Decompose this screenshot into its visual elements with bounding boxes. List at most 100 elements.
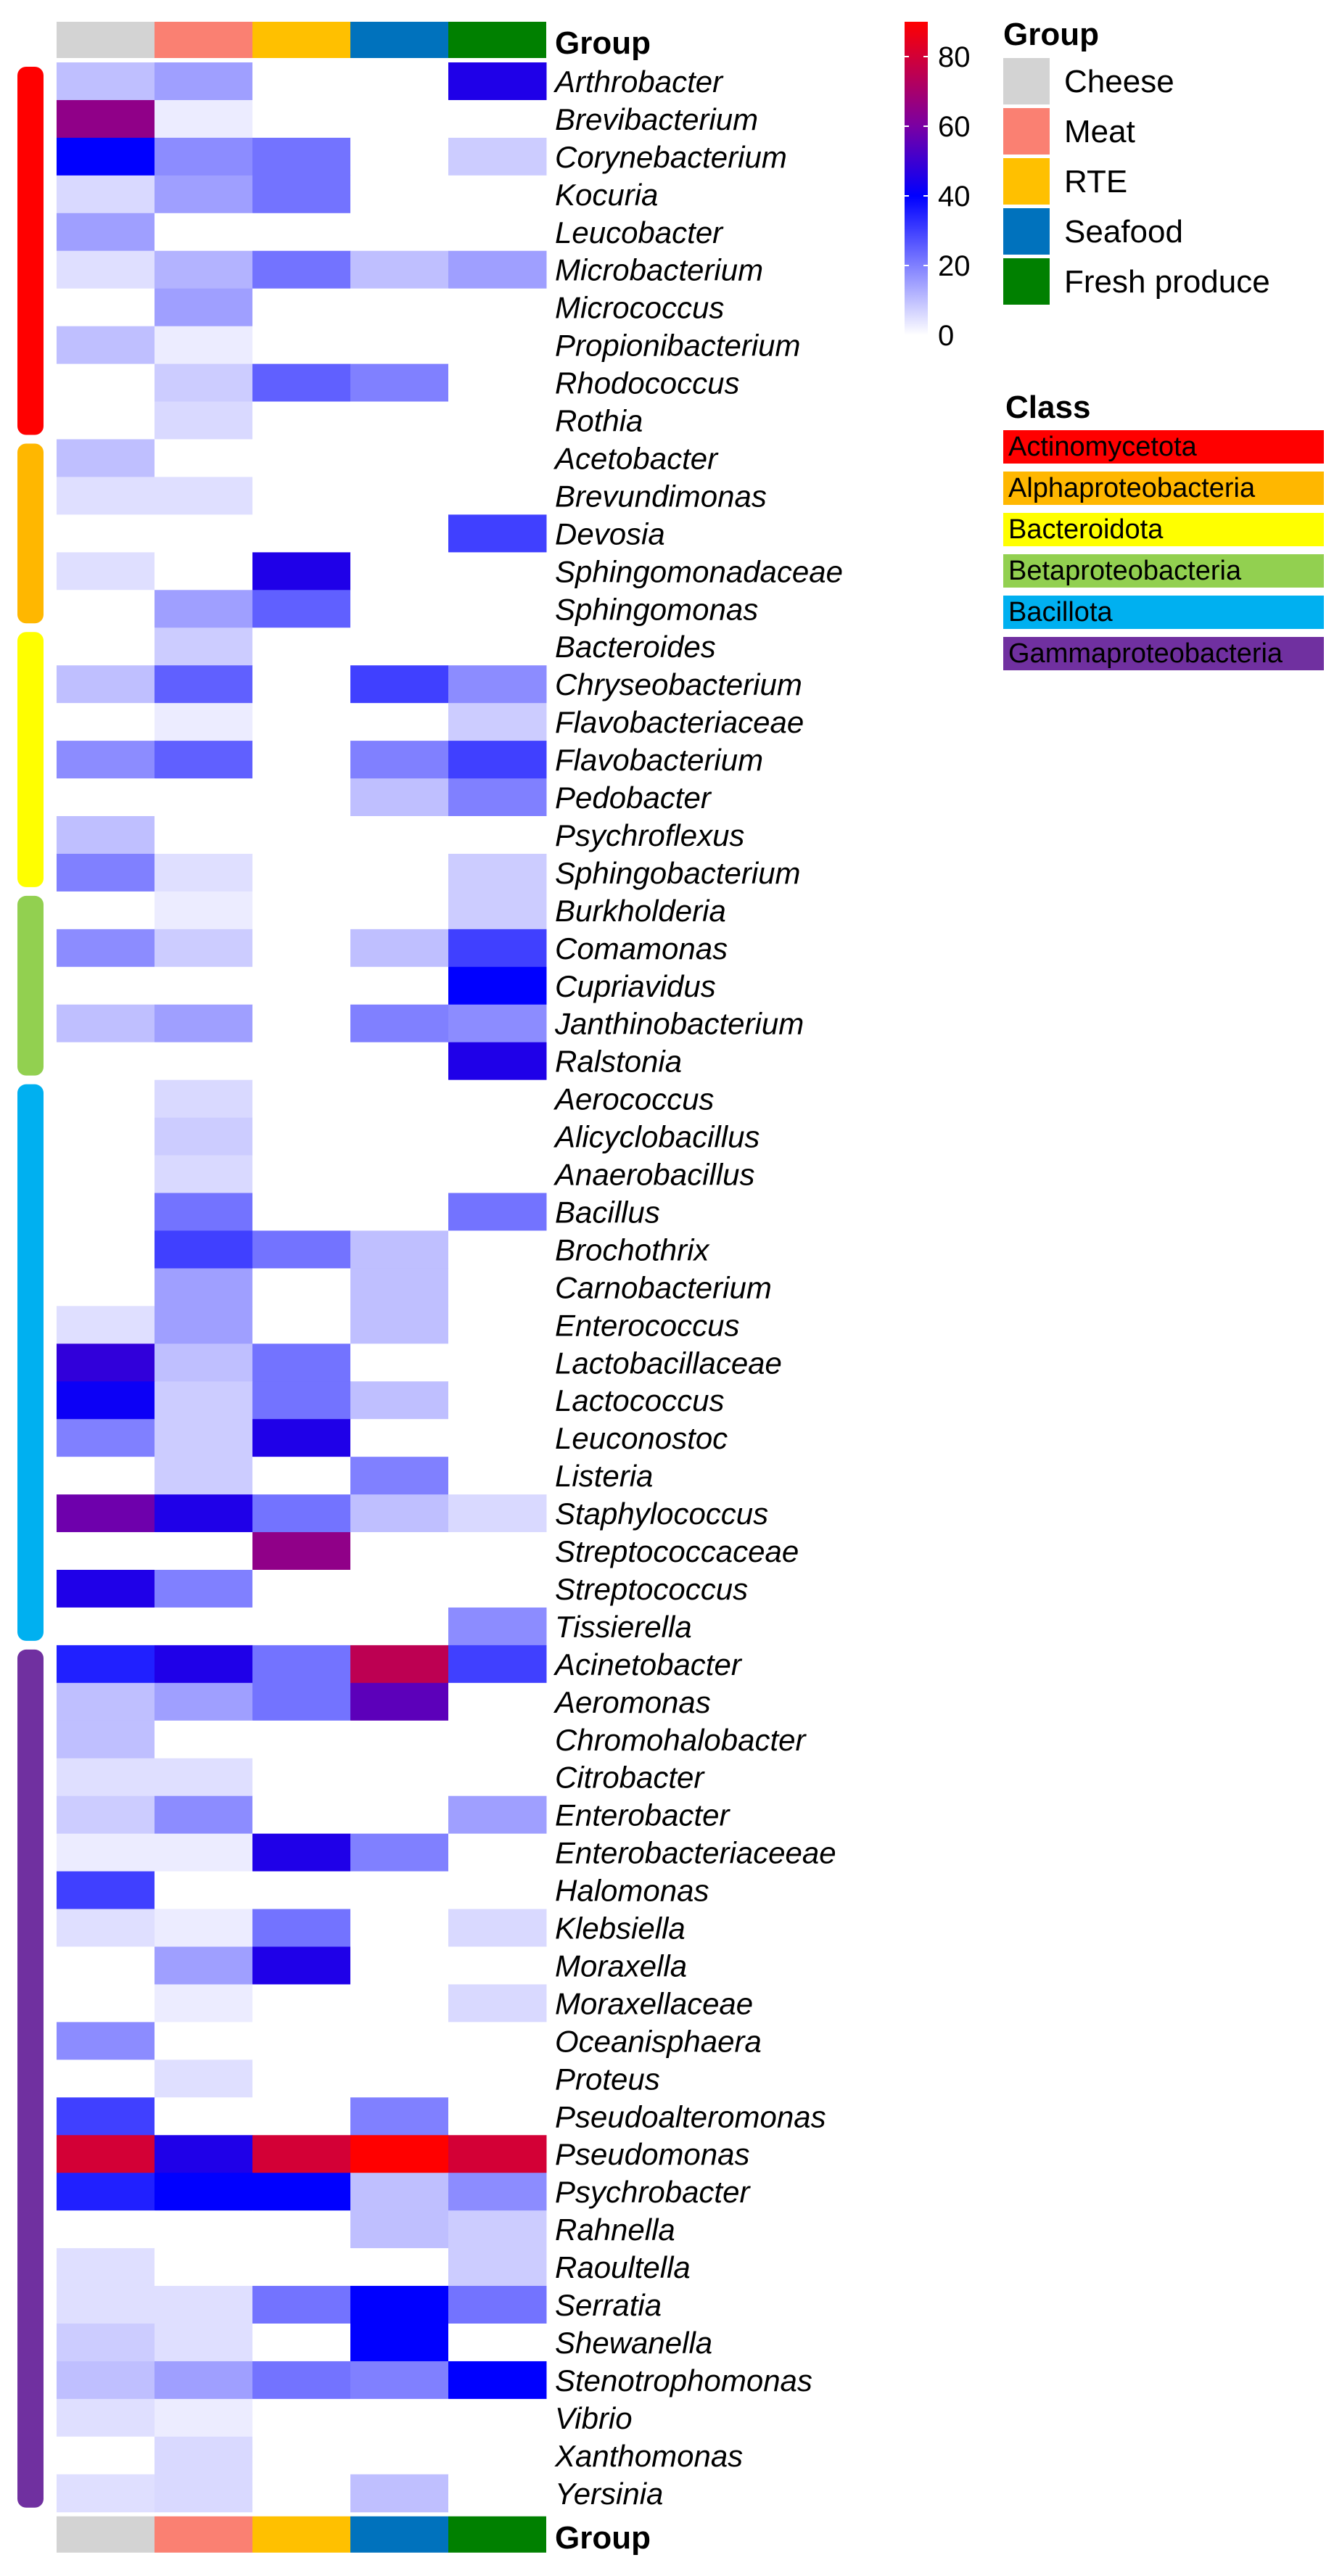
- row-label-burkholderia: Burkholderia: [555, 894, 726, 928]
- cell-sphingobacterium-cheese: [57, 853, 155, 892]
- cell-streptococcus-seafood: [350, 1570, 449, 1608]
- cell-klebsiella-cheese: [57, 1909, 155, 1947]
- cell-devosia-seafood: [350, 514, 449, 553]
- class-bar-alphaproteobacteria: [17, 443, 44, 624]
- row-label-devosia: Devosia: [555, 517, 665, 551]
- cell-listeria-seafood: [350, 1457, 449, 1495]
- class-bar-betaproteobacteria: [17, 895, 44, 1076]
- row-label-shewanella: Shewanella: [555, 2326, 712, 2360]
- cell-enterobacteriaceeae-rte: [252, 1833, 351, 1872]
- cell-klebsiella-rte: [252, 1909, 351, 1947]
- class-bar-gammaproteobacteria: [17, 1649, 44, 2508]
- cell-sphingomonas-fresh-produce: [448, 590, 547, 628]
- cell-streptococcaceae-cheese: [57, 1532, 155, 1571]
- cell-janthinobacterium-seafood: [350, 1004, 449, 1043]
- cell-enterococcus-rte: [252, 1306, 351, 1344]
- cell-serratia-cheese: [57, 2286, 155, 2324]
- cell-streptococcaceae-seafood: [350, 1532, 449, 1571]
- row-label-enterobacter: Enterobacter: [555, 1798, 730, 1832]
- cell-moraxellaceae-seafood: [350, 1984, 449, 2022]
- row-label-raoultella: Raoultella: [555, 2250, 691, 2284]
- row-label-flavobacterium: Flavobacterium: [555, 743, 763, 777]
- cell-chryseobacterium-meat: [155, 665, 253, 704]
- cell-pseudoalteromonas-seafood: [350, 2097, 449, 2136]
- cell-cupriavidus-meat: [155, 966, 253, 1005]
- cell-microbacterium-rte: [252, 250, 351, 289]
- cell-yersinia-cheese: [57, 2474, 155, 2513]
- cell-alicyclobacillus-fresh-produce: [448, 1117, 547, 1156]
- cell-sphingomonadaceae-seafood: [350, 552, 449, 590]
- row-label-anaerobacillus: Anaerobacillus: [553, 1158, 755, 1192]
- row-label-yersinia: Yersinia: [555, 2477, 663, 2511]
- cell-burkholderia-fresh-produce: [448, 891, 547, 930]
- row-label-staphylococcus: Staphylococcus: [555, 1497, 768, 1531]
- cell-bacteroides-meat: [155, 627, 253, 666]
- cell-chromohalobacter-cheese: [57, 1720, 155, 1759]
- cell-serratia-meat: [155, 2286, 253, 2324]
- row-label-carnobacterium: Carnobacterium: [555, 1270, 772, 1304]
- cell-kocuria-fresh-produce: [448, 175, 547, 214]
- cell-carnobacterium-cheese: [57, 1268, 155, 1306]
- group-legend: Cheese Meat RTE Seafood Fresh produce: [1003, 58, 1270, 305]
- cell-moraxellaceae-cheese: [57, 1984, 155, 2022]
- cell-enterobacteriaceeae-seafood: [350, 1833, 449, 1872]
- cell-micrococcus-rte: [252, 288, 351, 327]
- group-legend-label-meat: Meat: [1064, 114, 1135, 149]
- group-legend-title: Group: [1003, 17, 1099, 52]
- cell-aeromonas-meat: [155, 1682, 253, 1721]
- cell-enterobacter-rte: [252, 1795, 351, 1835]
- cell-rothia-cheese: [57, 401, 155, 440]
- cell-brevundimonas-seafood: [350, 477, 449, 515]
- cell-leucobacter-cheese: [57, 213, 155, 252]
- cell-rhodococcus-fresh-produce: [448, 363, 547, 403]
- cell-psychrobacter-cheese: [57, 2173, 155, 2211]
- cell-staphylococcus-meat: [155, 1494, 253, 1533]
- cell-janthinobacterium-fresh-produce: [448, 1004, 547, 1043]
- class-legend: Actinomycetota Alphaproteobacteria Bactero…: [1003, 430, 1324, 670]
- cell-klebsiella-seafood: [350, 1909, 449, 1947]
- cell-carnobacterium-meat: [155, 1268, 253, 1306]
- cell-enterobacteriaceeae-fresh-produce: [448, 1833, 547, 1872]
- cell-proteus-seafood: [350, 2059, 449, 2098]
- cell-lactococcus-cheese: [57, 1381, 155, 1420]
- cell-streptococcus-rte: [252, 1570, 351, 1608]
- cell-arthrobacter-fresh-produce: [448, 62, 547, 101]
- cell-oceanisphaera-seafood: [350, 2022, 449, 2060]
- cell-klebsiella-meat: [155, 1909, 253, 1947]
- cell-acetobacter-fresh-produce: [448, 439, 547, 477]
- cell-sphingomonadaceae-rte: [252, 552, 351, 590]
- cell-microbacterium-seafood: [350, 250, 449, 289]
- cell-serratia-seafood: [350, 2286, 449, 2324]
- row-label-streptococcus: Streptococcus: [555, 1572, 748, 1606]
- row-label-bacteroides: Bacteroides: [555, 630, 716, 664]
- cell-propionibacterium-fresh-produce: [448, 326, 547, 365]
- cell-kocuria-meat: [155, 175, 253, 214]
- cell-tissierella-fresh-produce: [448, 1607, 547, 1646]
- cell-staphylococcus-cheese: [57, 1494, 155, 1533]
- cell-halomonas-rte: [252, 1871, 351, 1910]
- cell-serratia-rte: [252, 2286, 351, 2324]
- cell-bacteroides-seafood: [350, 627, 449, 666]
- cell-chryseobacterium-cheese: [57, 665, 155, 704]
- cell-pseudomonas-rte: [252, 2135, 351, 2173]
- cell-serratia-fresh-produce: [448, 2286, 547, 2324]
- cell-shewanella-fresh-produce: [448, 2324, 547, 2362]
- row-label-enterobacteriaceeae: Enterobacteriaceeae: [555, 1836, 836, 1870]
- cell-oceanisphaera-cheese: [57, 2022, 155, 2060]
- top-group-swatch-meat: [155, 22, 252, 58]
- row-label-brevibacterium: Brevibacterium: [555, 102, 758, 136]
- row-label-chromohalobacter: Chromohalobacter: [555, 1723, 807, 1757]
- row-label-oceanisphaera: Oceanisphaera: [555, 2024, 762, 2058]
- cell-yersinia-seafood: [350, 2474, 449, 2513]
- cell-stenotrophomonas-rte: [252, 2361, 351, 2400]
- cell-leuconostoc-meat: [155, 1419, 253, 1457]
- cell-acinetobacter-rte: [252, 1645, 351, 1684]
- group-legend-swatch-cheese: [1003, 58, 1050, 104]
- cell-arthrobacter-rte: [252, 62, 351, 101]
- cell-halomonas-meat: [155, 1871, 253, 1910]
- row-label-corynebacterium: Corynebacterium: [555, 140, 787, 174]
- cell-brevibacterium-seafood: [350, 99, 449, 139]
- bottom-group-swatch-cheese: [57, 2516, 155, 2553]
- cell-flavobacterium-rte: [252, 741, 351, 779]
